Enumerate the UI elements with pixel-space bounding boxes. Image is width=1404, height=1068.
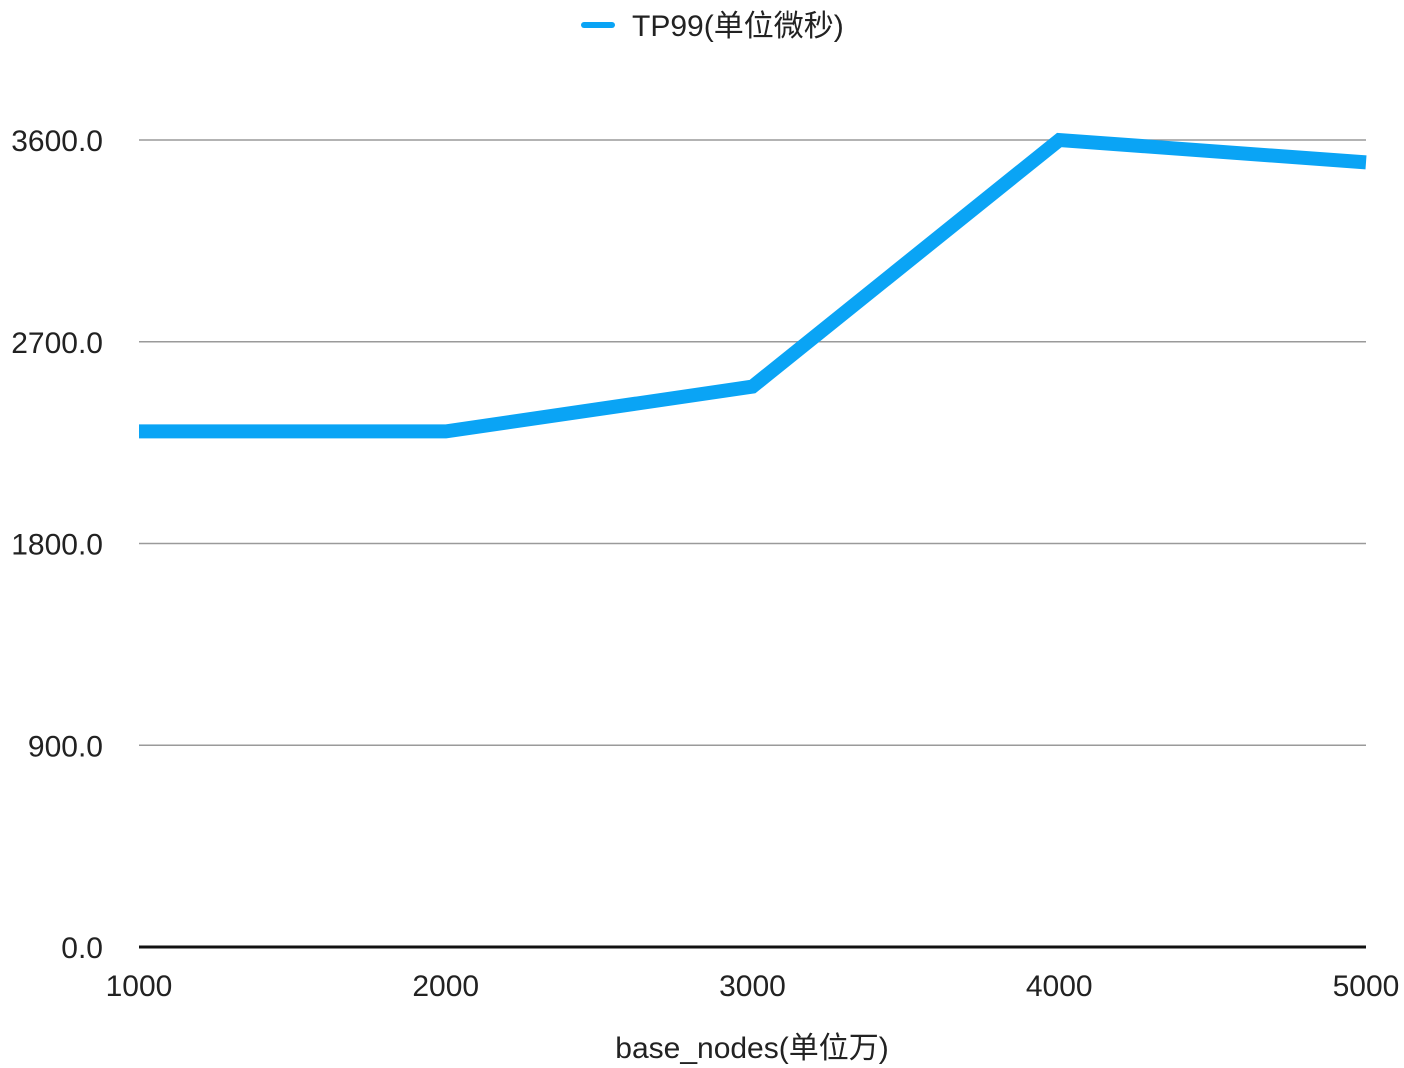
x-tick-label-0: 1000 bbox=[106, 970, 173, 1003]
y-tick-label-2: 1800.0 bbox=[11, 529, 103, 562]
y-tick-label-4: 3600.0 bbox=[11, 125, 103, 158]
series-line-0 bbox=[139, 132, 1367, 439]
gridlines bbox=[139, 139, 1366, 746]
y-axis-tick-labels: 0.0 900.0 1800.0 2700.0 3600.0 bbox=[11, 125, 103, 965]
x-tick-label-3: 4000 bbox=[1026, 970, 1093, 1003]
y-tick-label-1: 900.0 bbox=[28, 730, 103, 763]
x-tick-label-2: 3000 bbox=[719, 970, 786, 1003]
x-axis-title: base_nodes(单位万) bbox=[615, 1032, 888, 1065]
x-axis-tick-labels: 1000 2000 3000 4000 5000 bbox=[106, 970, 1400, 1003]
series-layer bbox=[138, 132, 1367, 439]
legend-label-tp99: TP99(单位微秒) bbox=[632, 10, 844, 43]
y-tick-label-3: 2700.0 bbox=[11, 327, 103, 360]
y-tick-label-0: 0.0 bbox=[61, 932, 103, 965]
x-tick-label-4: 5000 bbox=[1333, 970, 1400, 1003]
legend: TP99(单位微秒) bbox=[581, 10, 844, 43]
x-tick-label-1: 2000 bbox=[412, 970, 479, 1003]
